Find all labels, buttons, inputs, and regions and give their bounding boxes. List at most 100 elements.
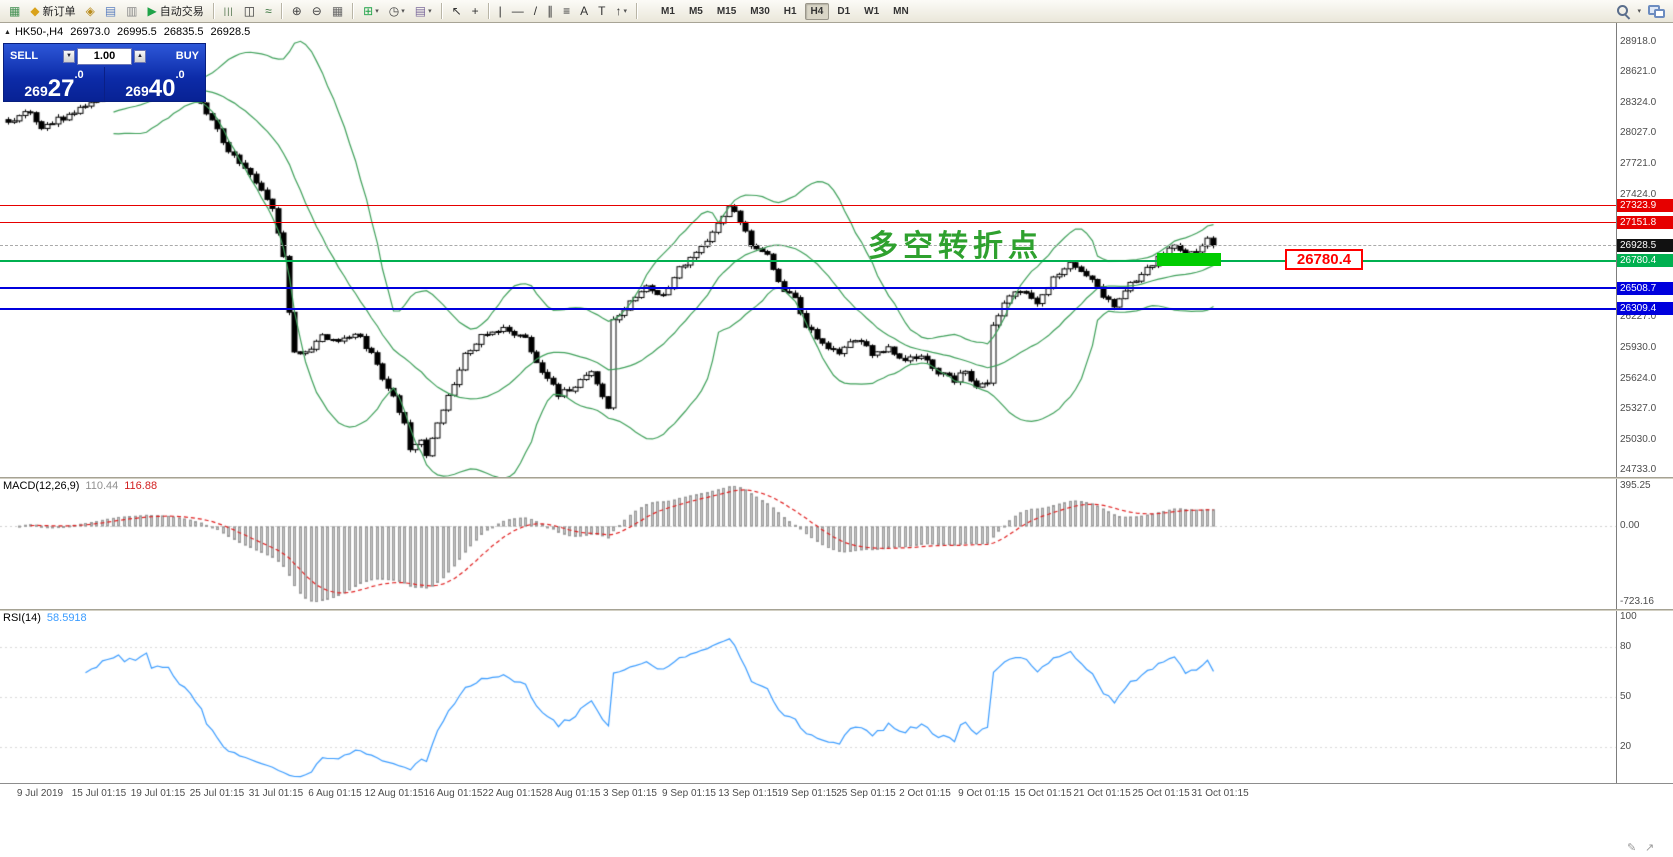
templates-button[interactable]: ▤ ▾ <box>411 1 436 22</box>
date-label: 12 Aug 01:15 <box>364 788 424 799</box>
chart-bars-button[interactable]: ||| <box>220 1 238 22</box>
timeframe-h4-button[interactable]: H4 <box>804 2 830 20</box>
buy-price-big: 40 <box>148 74 176 102</box>
collapse-panel-icon[interactable]: ▲ <box>4 29 11 36</box>
date-label: 21 Oct 01:15 <box>1073 788 1131 799</box>
close-value: 26928.5 <box>210 26 251 38</box>
horizontal-line-26309-4[interactable] <box>0 307 1616 310</box>
buy-button[interactable]: 269 40 .0 <box>105 67 205 101</box>
crosshair-icon: + <box>471 4 479 18</box>
new-order-button[interactable]: ◆ 新订单 <box>26 1 79 22</box>
price-scale-label: 28621.0 <box>1620 66 1657 78</box>
price-flag-label[interactable]: 26780.4 <box>1285 249 1363 270</box>
macd-panel: MACD(12,26,9) 110.44 116.88 <box>0 479 1616 609</box>
horizontal-line-icon: — <box>511 4 524 18</box>
time-axis[interactable]: 9 Jul 2019 15 Jul 01:15 19 Jul 01:15 25 Jul… <box>0 783 1673 804</box>
cursor-icon: ↖ <box>451 4 462 18</box>
chart-candles-button[interactable]: ◫ <box>240 1 259 22</box>
timeframe-m15-button[interactable]: M15 <box>716 5 737 17</box>
periods-button[interactable]: ◷ ▾ <box>385 1 409 22</box>
fibonacci-icon: ≡ <box>563 4 571 18</box>
horizontal-line-27323-9[interactable] <box>0 204 1616 206</box>
volume-input[interactable] <box>77 47 132 65</box>
price-tag-26508-7: 26508.7 <box>1617 281 1673 295</box>
chevron-down-icon: ▾ <box>623 8 628 15</box>
north-east-arrow-icon[interactable]: ↗ <box>1645 842 1655 854</box>
rsi-scale[interactable]: 100 80 50 20 <box>1616 611 1673 783</box>
timeframe-mn-button[interactable]: MN <box>893 5 909 17</box>
crosshair-button[interactable]: + <box>468 1 483 22</box>
horizontal-line-27151-8[interactable] <box>0 222 1616 224</box>
text-label-button[interactable]: T <box>594 1 609 22</box>
chat-icon[interactable] <box>1648 5 1665 18</box>
autotrading-button[interactable]: ▶ 自动交易 <box>144 1 208 22</box>
chevron-down-icon: ▾ <box>428 8 432 15</box>
timeframe-h1-button[interactable]: H1 <box>783 5 797 17</box>
price-tag-27151-8: 27151.8 <box>1617 216 1673 230</box>
cursor-button[interactable]: ↖ <box>448 1 466 22</box>
new-chart-button[interactable]: ▦ <box>5 1 24 22</box>
timeframe-w1-button[interactable]: W1 <box>864 5 880 17</box>
chevron-down-icon[interactable]: ▾ <box>1637 8 1641 15</box>
chevron-down-icon: ▾ <box>401 8 405 15</box>
price-tag-26309-4: 26309.4 <box>1617 302 1673 316</box>
equidistant-channel-button[interactable]: ∥ <box>543 1 557 22</box>
volume-decrease-button[interactable]: ▼ <box>63 49 75 63</box>
rsi-header: RSI(14) 58.5918 <box>3 612 93 624</box>
arrows-button[interactable]: ↑ ▾ <box>612 1 632 22</box>
arrows-icon: ↑ <box>615 4 622 18</box>
indicator-scale-label: 80 <box>1620 640 1632 652</box>
timeframe-m5-button[interactable]: M5 <box>688 5 703 17</box>
zoom-out-button[interactable]: ⊖ <box>308 1 326 22</box>
zoom-out-icon: ⊖ <box>311 4 322 18</box>
sell-button[interactable]: 269 27 .0 <box>4 67 104 101</box>
rsi-canvas[interactable] <box>0 611 1616 783</box>
bid-price-line <box>0 245 1616 247</box>
timeframe-m1-button[interactable]: M1 <box>661 5 675 17</box>
search-icon[interactable] <box>1616 4 1630 18</box>
sell-price-big: 27 <box>47 74 75 102</box>
market-watch-button[interactable]: ▤ <box>101 1 120 22</box>
tile-windows-button[interactable]: ▦ <box>328 1 347 22</box>
indicators-button[interactable]: ⊞ ▾ <box>359 1 383 22</box>
fibonacci-button[interactable]: ≡ <box>559 1 574 22</box>
date-label: 16 Aug 01:15 <box>423 788 483 799</box>
timeframe-toolbar: M1 M5 M15 M30 H1 H4 D1 W1 MN <box>654 2 916 20</box>
chart-line-button[interactable]: ≈ <box>261 1 276 22</box>
volume-increase-button[interactable]: ▲ <box>134 49 146 63</box>
indicators-icon: ⊞ <box>363 4 374 18</box>
pencil-icon[interactable]: ✎ <box>1627 842 1637 854</box>
timeframe-m30-button[interactable]: M30 <box>750 5 770 17</box>
horizontal-line-button[interactable]: — <box>508 1 528 22</box>
zoom-in-button[interactable]: ⊕ <box>288 1 306 22</box>
strategy-tester-button[interactable]: ▥ <box>122 1 141 22</box>
macd-scale[interactable]: 395.25 0.00 -723.16 <box>1616 479 1673 609</box>
horizontal-line-26780-4[interactable] <box>0 259 1616 262</box>
price-scale[interactable]: 28918.0 28621.0 28324.0 28027.0 27721.0 27424… <box>1616 23 1673 477</box>
price-scale-label: 27721.0 <box>1620 158 1657 170</box>
date-label: 6 Aug 01:15 <box>308 788 362 799</box>
trend-line-button[interactable]: / <box>530 1 541 22</box>
text-button[interactable]: A <box>576 1 592 22</box>
date-label: 9 Sep 01:15 <box>662 788 716 799</box>
vertical-line-button[interactable]: | <box>495 1 506 22</box>
buy-label[interactable]: BUY <box>175 50 199 62</box>
timeframe-d1-button[interactable]: D1 <box>837 5 851 17</box>
price-tag-27323-9: 27323.9 <box>1617 198 1673 212</box>
sell-label[interactable]: SELL <box>10 50 39 62</box>
trade-panel-top-row: SELL ▼ ▲ BUY <box>4 44 205 66</box>
toolbar-separator <box>636 3 639 19</box>
toolbar-right: ▾ <box>1616 4 1669 18</box>
date-label: 9 Jul 2019 <box>16 788 64 799</box>
panel-separator[interactable] <box>0 609 1673 611</box>
horizontal-line-26508-7[interactable] <box>0 287 1616 290</box>
date-label: 2 Oct 01:15 <box>899 788 951 799</box>
price-chart-panel: 多空转折点 26780.4 ▲ HK50-,H4 26973.0 26995.5 268… <box>0 23 1616 477</box>
price-chart-canvas[interactable] <box>0 23 1616 477</box>
highlight-rectangle[interactable] <box>1157 253 1221 266</box>
profiles-button[interactable]: ◈ <box>82 1 99 22</box>
macd-canvas[interactable] <box>0 479 1616 609</box>
panel-separator[interactable] <box>0 477 1673 479</box>
chart-annotation-text[interactable]: 多空转折点 <box>868 230 1043 263</box>
indicator-scale-label: 395.25 <box>1620 480 1651 491</box>
